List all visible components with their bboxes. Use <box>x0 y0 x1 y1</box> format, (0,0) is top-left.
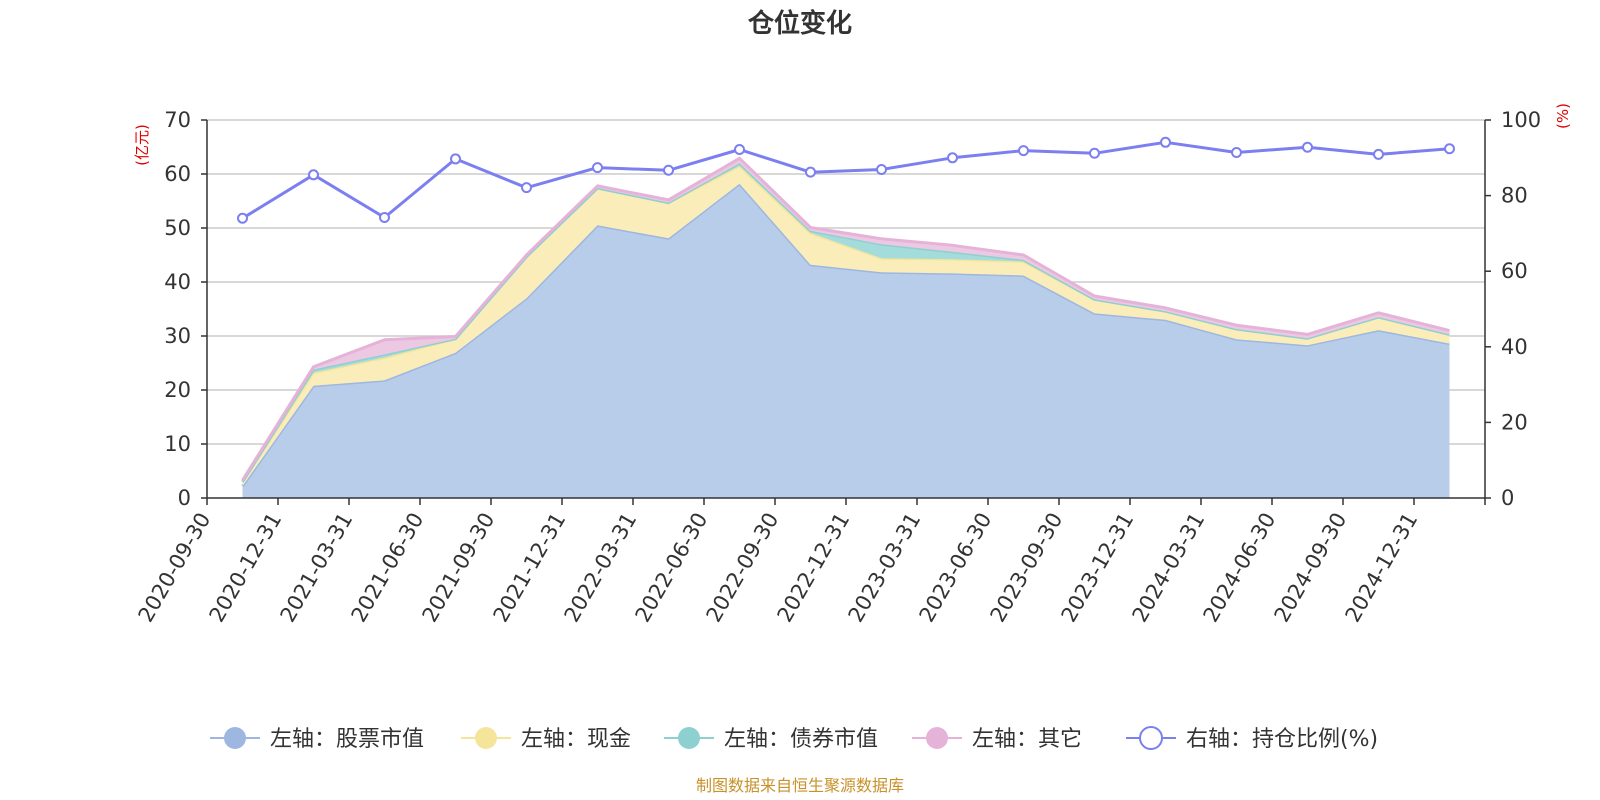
x-axis-tick-label: 2023-03-31 <box>844 509 926 627</box>
legend-dot-icon <box>678 727 700 749</box>
legend-label: 左轴：债券市值 <box>724 727 878 752</box>
x-axis-tick-label: 2021-06-30 <box>347 509 429 627</box>
right-axis-tick-label: 40 <box>1501 335 1528 359</box>
legend-item: 右轴：持仓比例(%) <box>1126 726 1378 752</box>
area-line-4 <box>241 156 1450 481</box>
left-axis-tick-label: 60 <box>164 162 191 186</box>
x-axis-tick-label: 2024-03-31 <box>1128 509 1210 627</box>
ratio-line <box>237 136 1455 224</box>
ratio-point <box>1302 141 1313 153</box>
legend-dot-icon <box>926 727 948 749</box>
x-axis-tick-label: 2021-03-31 <box>276 509 358 627</box>
ratio-point <box>734 143 745 155</box>
right-axis-tick-label: 20 <box>1501 410 1528 434</box>
x-axis-tick-label: 2024-06-30 <box>1199 509 1281 627</box>
ratio-line-path <box>241 140 1450 220</box>
area-1 <box>242 183 1450 498</box>
x-axis-tick-label: 2020-09-30 <box>134 509 216 627</box>
x-axis-tick-label: 2022-09-30 <box>702 509 784 627</box>
ratio-point <box>1444 143 1455 155</box>
legend-item: 左轴：债券市值 <box>664 727 878 752</box>
legend: 左轴：股票市值 左轴：现金 左轴：债券市值 左轴：其它 右轴：持仓比例(%) <box>210 726 1378 752</box>
legend-dot-icon <box>475 727 497 749</box>
right-axis-unit: (%) <box>1554 103 1572 129</box>
ratio-point <box>379 212 390 224</box>
ratio-point <box>663 164 674 176</box>
ratio-point <box>947 152 958 164</box>
right-axis-tick-label: 100 <box>1501 108 1541 132</box>
legend-item: 左轴：股票市值 <box>210 727 424 752</box>
left-axis-tick-label: 30 <box>164 324 191 348</box>
left-axis-tick-label: 20 <box>164 378 191 402</box>
ratio-point <box>805 166 816 178</box>
legend-label: 右轴：持仓比例(%) <box>1186 727 1378 752</box>
left-axis-tick-label: 70 <box>164 108 191 132</box>
ratio-point <box>1231 147 1242 159</box>
right-axis-tick-label: 80 <box>1501 184 1528 208</box>
ratio-point <box>521 182 532 194</box>
x-axis-tick-label: 2021-12-31 <box>489 509 571 627</box>
x-axis-tick-label: 2024-12-31 <box>1341 509 1423 627</box>
ratio-point <box>308 169 319 181</box>
data-source-note: 制图数据来自恒生聚源数据库 <box>696 776 904 795</box>
x-axis-tick-label: 2023-09-30 <box>986 509 1068 627</box>
ratio-point <box>1373 148 1384 160</box>
left-axis-tick-label: 0 <box>178 486 191 510</box>
legend-dot-icon <box>224 727 246 749</box>
legend-circle-icon <box>1139 726 1163 750</box>
right-axis-tick-label: 0 <box>1501 486 1514 510</box>
right-axis-tick-label: 60 <box>1501 259 1528 283</box>
ratio-point <box>876 164 887 176</box>
legend-item: 左轴：其它 <box>912 727 1082 752</box>
x-axis-tick-label: 2021-09-30 <box>418 509 500 627</box>
ratio-point <box>1089 147 1100 159</box>
left-axis-tick-label: 50 <box>164 216 191 240</box>
legend-label: 左轴：股票市值 <box>270 727 424 752</box>
legend-item: 左轴：现金 <box>461 727 631 752</box>
legend-label: 左轴：现金 <box>521 727 631 752</box>
ratio-point <box>1018 145 1029 157</box>
x-axis-tick-label: 2023-12-31 <box>1057 509 1139 627</box>
ratio-point <box>1160 136 1171 148</box>
x-axis-tick-label: 2022-06-30 <box>631 509 713 627</box>
chart-title: 仓位变化 <box>747 8 852 39</box>
x-axis-tick-label: 2022-12-31 <box>773 509 855 627</box>
x-axis-tick-label: 2024-09-30 <box>1270 509 1352 627</box>
area-2 <box>242 165 1450 487</box>
x-axis-tick-label: 2020-12-31 <box>205 509 287 627</box>
left-axis-tick-label: 40 <box>164 270 191 294</box>
x-axis-tick-label: 2022-03-31 <box>560 509 642 627</box>
ratio-point <box>237 212 248 224</box>
ratio-point <box>592 162 603 174</box>
left-axis-unit: (亿元) <box>133 124 151 166</box>
legend-label: 左轴：其它 <box>972 727 1082 752</box>
stacked-areas <box>241 156 1450 498</box>
ratio-point <box>450 153 461 165</box>
left-axis-tick-label: 10 <box>164 432 191 456</box>
x-axis-tick-label: 2023-06-30 <box>915 509 997 627</box>
